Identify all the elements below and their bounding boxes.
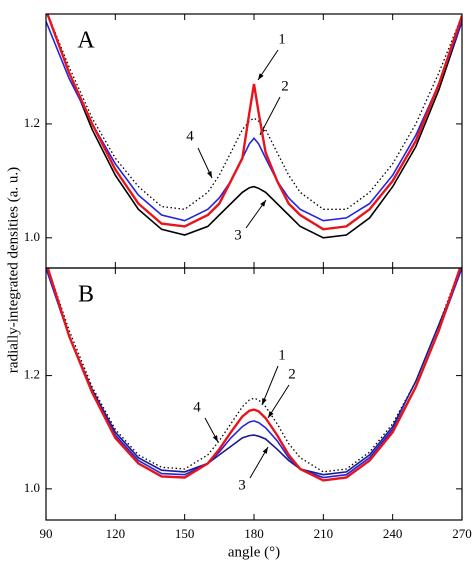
y-tick-label: 1.0 xyxy=(24,229,40,244)
series-label: 1 xyxy=(278,31,286,47)
x-tick-label: 270 xyxy=(452,526,472,541)
data-line xyxy=(46,14,462,210)
x-tick-label: 180 xyxy=(244,526,264,541)
series-label: 1 xyxy=(278,347,286,363)
series-label: 4 xyxy=(193,399,201,415)
data-line xyxy=(46,14,462,231)
x-tick-label: 120 xyxy=(106,526,126,541)
data-line xyxy=(46,268,462,479)
y-tick-label: 1.2 xyxy=(24,115,40,130)
data-line xyxy=(46,21,462,222)
x-tick-label: 210 xyxy=(314,526,334,541)
x-tick-label: 240 xyxy=(383,526,403,541)
y-axis-label: radially-integrated densities (a. u.) xyxy=(5,167,21,373)
data-line xyxy=(46,14,462,239)
series-label: 2 xyxy=(288,366,296,382)
panel-label: B xyxy=(78,282,94,308)
panel-label: A xyxy=(77,28,95,54)
x-axis-label: angle (°) xyxy=(228,544,280,560)
arrow-head xyxy=(212,435,218,442)
arrow-head xyxy=(207,171,212,178)
y-tick-label: 1.2 xyxy=(24,367,40,382)
data-line xyxy=(46,268,462,476)
x-tick-label: 90 xyxy=(40,526,53,541)
arrow-head xyxy=(262,447,268,454)
series-label: 3 xyxy=(234,227,242,243)
data-line xyxy=(46,268,462,482)
y-tick-label: 1.0 xyxy=(24,480,40,495)
series-label: 4 xyxy=(186,128,194,144)
x-tick-label: 150 xyxy=(175,526,195,541)
arrow-head xyxy=(268,411,274,418)
arrow-head xyxy=(258,73,264,80)
arrow-head xyxy=(260,200,266,207)
series-label: 2 xyxy=(281,78,289,94)
arrow-head xyxy=(262,398,267,405)
data-line xyxy=(47,268,461,473)
plot-frame xyxy=(45,267,463,521)
plot-frame xyxy=(45,13,463,269)
arrow xyxy=(261,365,279,406)
series-label: 3 xyxy=(238,477,246,493)
arrow xyxy=(259,96,281,136)
